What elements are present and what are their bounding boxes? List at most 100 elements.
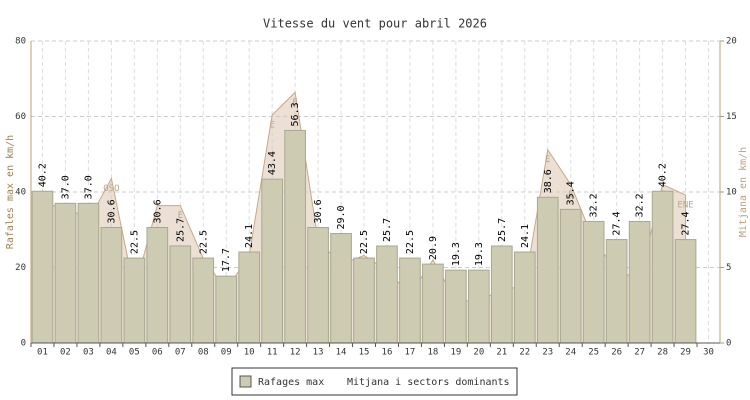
value-label: 43.4 [267, 151, 278, 175]
bar [422, 263, 444, 344]
value-label: 40.2 [658, 163, 669, 187]
value-label: 35.4 [566, 181, 577, 205]
sector-label: ENE [677, 201, 693, 211]
y2-tick-label: 15 [726, 112, 737, 122]
value-label: 25.7 [175, 218, 186, 242]
x-tick-label: 01 [37, 348, 48, 358]
legend-swatch [239, 375, 252, 388]
y2-tick-label: 10 [726, 188, 737, 198]
x-tick-label: 15 [359, 348, 370, 358]
x-tick-label: 04 [106, 348, 117, 358]
y2-axis-title: Mitjana en km/h [738, 147, 749, 237]
x-tick-label: 09 [221, 348, 232, 358]
value-label: 29.0 [336, 205, 347, 229]
bar [123, 257, 146, 344]
bar [192, 257, 215, 344]
x-tick-label: 05 [129, 348, 140, 358]
x-tick-label: 03 [83, 348, 94, 358]
x-tick-label: 17 [405, 348, 416, 358]
value-label: 56.3 [290, 102, 301, 126]
bar [536, 196, 559, 344]
value-label: 30.6 [106, 199, 117, 223]
sector-label: OSO [103, 184, 119, 194]
bar [559, 208, 582, 344]
x-tick-label: 19 [450, 348, 461, 358]
legend-label: Rafages max [258, 377, 324, 388]
y-tick-label: 20 [15, 263, 26, 273]
x-tick-label: 08 [198, 348, 209, 358]
x-tick-label: 22 [519, 348, 530, 358]
legend-box [231, 367, 518, 396]
bar [238, 251, 261, 344]
x-tick-label: 20 [473, 348, 484, 358]
x-tick-label: 10 [244, 348, 255, 358]
chart-title: Vitesse du vent pour abril 2026 [263, 17, 487, 31]
bar [605, 239, 628, 344]
value-label: 22.5 [198, 230, 209, 254]
value-label: 22.5 [405, 230, 416, 254]
x-tick-label: 29 [680, 348, 691, 358]
value-label: 20.9 [428, 236, 439, 260]
bar [490, 245, 513, 344]
value-label: 38.6 [543, 169, 554, 193]
sector-label: E [568, 190, 573, 200]
bar [468, 269, 490, 344]
value-label: 32.2 [635, 193, 646, 217]
bar [399, 257, 421, 344]
bar [215, 275, 238, 344]
value-label: 25.7 [497, 218, 508, 242]
value-label: 27.4 [612, 211, 623, 235]
sector-label: E [292, 98, 297, 108]
x-tick-label: 02 [60, 348, 71, 358]
y2-tick-label: 20 [726, 37, 737, 47]
x-tick-label: 27 [634, 348, 645, 358]
sector-label: E [269, 120, 274, 130]
bar [674, 239, 697, 344]
bar [651, 190, 674, 344]
bar [330, 233, 352, 344]
value-label: 19.3 [451, 242, 462, 266]
value-label: 17.7 [221, 248, 232, 272]
x-tick-label: 14 [336, 348, 347, 358]
bar [54, 202, 77, 344]
bar [307, 226, 329, 344]
bar [261, 178, 283, 344]
x-tick-label: 06 [152, 348, 163, 358]
x-tick-label: 13 [313, 348, 324, 358]
sector-label: E [545, 155, 550, 165]
bar [146, 226, 169, 344]
x-tick-label: 30 [703, 348, 714, 358]
y2-tick-label: 0 [726, 339, 731, 349]
x-tick-label: 07 [175, 348, 186, 358]
bar [169, 245, 192, 344]
value-label: 30.6 [313, 199, 324, 223]
x-tick-label: 16 [382, 348, 393, 358]
bar [582, 220, 605, 344]
value-label: 40.2 [37, 163, 48, 187]
x-tick-label: 21 [496, 348, 507, 358]
bar [353, 257, 375, 344]
value-label: 37.0 [83, 175, 94, 199]
value-label: 22.5 [359, 230, 370, 254]
y-tick-label: 80 [15, 37, 26, 47]
y-tick-label: 60 [15, 112, 26, 122]
x-tick-label: 12 [290, 348, 301, 358]
y2-tick-label: 5 [726, 263, 731, 273]
bar [31, 190, 54, 344]
bar [284, 129, 306, 344]
bar [376, 245, 398, 344]
value-label: 37.0 [60, 175, 71, 199]
y-tick-label: 40 [15, 188, 26, 198]
value-label: 30.6 [152, 199, 163, 223]
value-label: 27.4 [681, 211, 692, 235]
y-tick-label: 0 [21, 339, 26, 349]
x-tick-label: 11 [267, 348, 278, 358]
bar [100, 226, 123, 344]
x-tick-label: 26 [611, 348, 622, 358]
value-label: 32.2 [589, 193, 600, 217]
x-tick-label: 25 [588, 348, 599, 358]
value-label: 24.1 [244, 224, 255, 248]
value-label: 19.3 [474, 242, 485, 266]
bar [445, 269, 467, 344]
